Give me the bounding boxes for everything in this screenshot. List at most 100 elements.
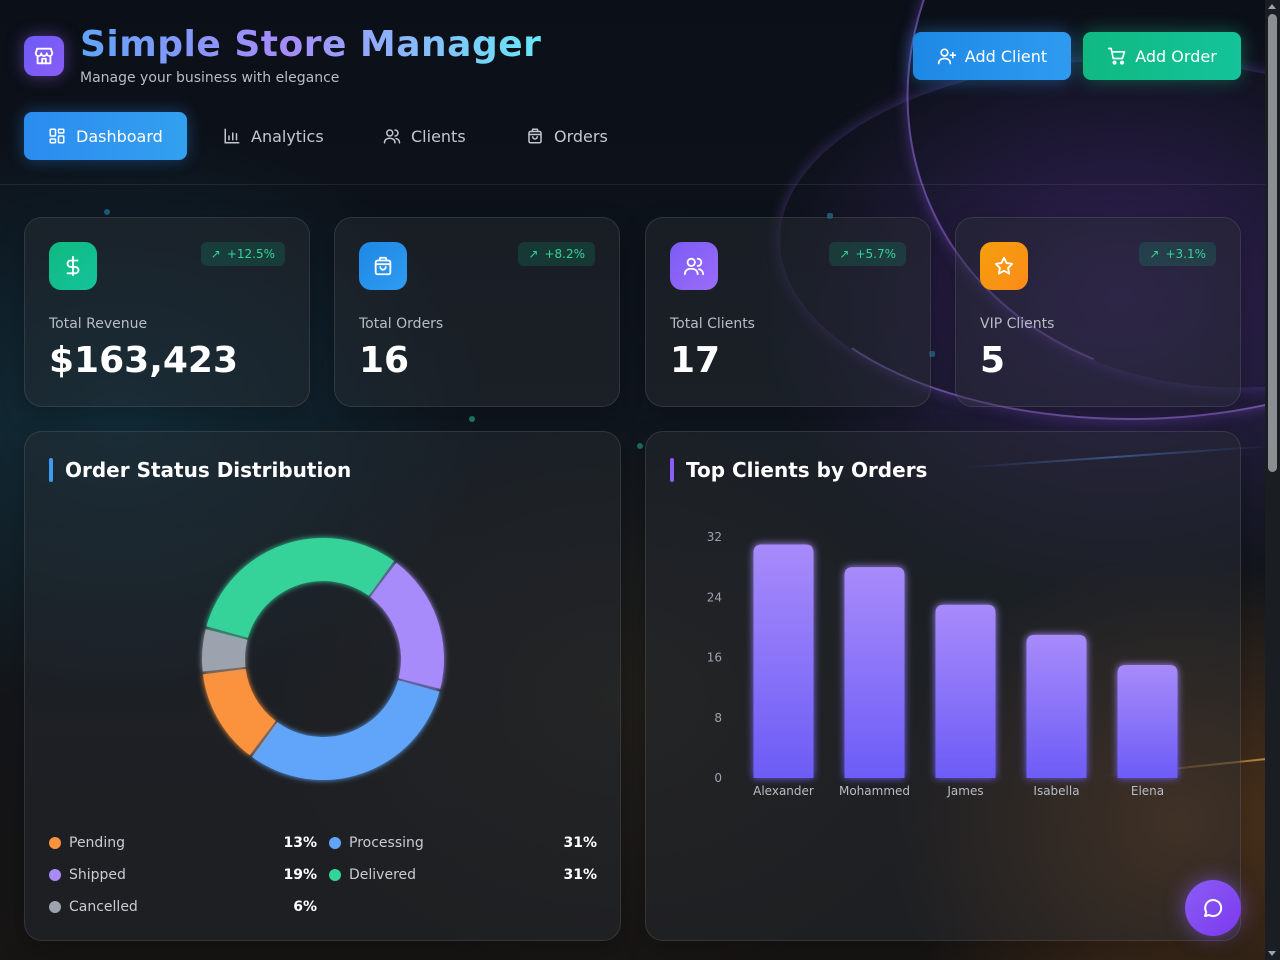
user-plus-icon — [937, 48, 956, 65]
scroll-up-arrow[interactable] — [1268, 4, 1276, 9]
arrow-up-right-icon: ↗ — [210, 247, 221, 261]
top-clients-bar-chart: 0 8 16 24 32 Alexander Mohammed James Isabella E… — [707, 530, 1178, 798]
panel-title: Top Clients by Orders — [670, 458, 927, 482]
users-icon — [670, 242, 718, 290]
tab-dashboard[interactable]: Dashboard — [24, 112, 187, 160]
stat-value: $163,423 — [49, 340, 239, 381]
top-clients-title: Top Clients by Orders — [686, 458, 928, 482]
decorative-dot — [827, 213, 833, 219]
arrow-up-right-icon: ↗ — [528, 247, 539, 261]
tab-dashboard-label: Dashboard — [76, 126, 163, 146]
legend-pending: Pending 13% — [49, 833, 317, 853]
legend-pct: 6% — [293, 899, 317, 915]
scrollbar-thumb[interactable] — [1268, 14, 1277, 472]
donut-slice-delivered[interactable] — [206, 538, 394, 638]
donut-slice-shipped[interactable] — [370, 562, 444, 689]
panel-title: Order Status Distribution — [49, 458, 351, 482]
add-order-button[interactable]: Add Order — [1083, 32, 1241, 80]
change-value: +3.1% — [1165, 247, 1206, 261]
x-tick-label: Elena — [1131, 784, 1164, 798]
stat-card-clients: ↗ +5.7% Total Clients 17 — [645, 217, 931, 407]
decorative-dot — [469, 416, 475, 422]
users-icon — [383, 129, 401, 144]
stat-label: Total Orders — [359, 316, 444, 332]
legend-swatch — [49, 901, 61, 913]
bar-james[interactable] — [935, 604, 996, 778]
app-title: Simple Store Manager — [80, 24, 542, 65]
title-accent — [49, 458, 53, 482]
decorative-dot — [929, 351, 935, 357]
header: Simple Store Manager Manage your busines… — [24, 24, 1241, 86]
star-icon — [980, 242, 1028, 290]
stat-label: Total Revenue — [49, 316, 148, 332]
legend-pct: 31% — [563, 867, 597, 883]
tab-orders[interactable]: Orders — [502, 112, 622, 160]
y-tick-label: 8 — [714, 711, 722, 725]
stat-card-revenue: ↗ +12.5% Total Revenue $163,423 — [24, 217, 310, 407]
title-accent — [670, 458, 674, 482]
tab-analytics[interactable]: Analytics — [199, 112, 335, 160]
stat-card-vip: ↗ +3.1% VIP Clients 5 — [955, 217, 1241, 407]
x-tick-label: Alexander — [753, 784, 814, 798]
order-status-title: Order Status Distribution — [65, 458, 352, 482]
stat-card-orders: ↗ +8.2% Total Orders 16 — [334, 217, 620, 407]
add-client-label: Add Client — [964, 46, 1048, 66]
vertical-scrollbar[interactable] — [1265, 0, 1280, 960]
order-status-panel: Order Status Distribution Pending 13% Pr… — [24, 431, 621, 941]
y-tick-label: 24 — [707, 590, 722, 604]
change-badge: ↗ +8.2% — [518, 242, 595, 266]
add-order-label: Add Order — [1135, 46, 1217, 66]
shopping-bag-icon — [528, 128, 542, 144]
store-icon — [24, 36, 64, 76]
bar-isabella[interactable] — [1026, 634, 1087, 778]
change-value: +8.2% — [544, 247, 585, 261]
chat-button[interactable] — [1185, 880, 1241, 936]
x-tick-label: Isabella — [1033, 784, 1079, 798]
stat-value: 5 — [980, 340, 1006, 381]
scroll-down-arrow[interactable] — [1268, 951, 1276, 956]
donut-slice-processing[interactable] — [252, 680, 440, 780]
legend-cancelled: Cancelled 6% — [49, 897, 317, 917]
legend-swatch — [329, 837, 341, 849]
y-tick-label: 0 — [714, 771, 722, 785]
change-badge: ↗ +5.7% — [829, 242, 906, 266]
y-tick-label: 16 — [707, 651, 722, 665]
legend-swatch — [49, 837, 61, 849]
stat-value: 16 — [359, 340, 410, 381]
bar-alexander[interactable] — [753, 544, 814, 778]
bar-chart-icon — [224, 128, 240, 144]
arrow-up-right-icon: ↗ — [1149, 247, 1160, 261]
legend-delivered: Delivered 31% — [329, 865, 597, 885]
header-divider — [0, 184, 1265, 185]
tab-analytics-label: Analytics — [251, 126, 324, 146]
legend-label: Shipped — [69, 867, 126, 883]
change-value: +5.7% — [855, 247, 896, 261]
add-client-button[interactable]: Add Client — [913, 32, 1071, 80]
cart-icon — [1108, 47, 1126, 65]
legend-swatch — [49, 869, 61, 881]
decorative-dot — [104, 209, 110, 215]
donut-slice-pending[interactable] — [202, 668, 276, 756]
order-status-donut-chart — [201, 538, 444, 780]
change-value: +12.5% — [226, 247, 275, 261]
y-tick-label: 32 — [707, 530, 722, 544]
legend-pct: 31% — [563, 835, 597, 851]
legend-pct: 13% — [283, 835, 317, 851]
shopping-bag-icon — [359, 242, 407, 290]
tab-clients-label: Clients — [411, 126, 466, 146]
x-tick-label: James — [946, 784, 983, 798]
dollar-icon — [49, 242, 97, 290]
bar-mohammed[interactable] — [844, 567, 905, 778]
legend-shipped: Shipped 19% — [49, 865, 317, 885]
tab-clients[interactable]: Clients — [359, 112, 479, 160]
stat-label: VIP Clients — [980, 316, 1055, 332]
donut-slice-cancelled[interactable] — [201, 629, 248, 672]
legend-processing: Processing 31% — [329, 833, 597, 853]
stat-value: 17 — [670, 340, 721, 381]
bar-elena[interactable] — [1117, 665, 1178, 778]
chat-icon — [1204, 899, 1223, 918]
arrow-up-right-icon: ↗ — [839, 247, 850, 261]
legend-label: Processing — [349, 835, 424, 851]
